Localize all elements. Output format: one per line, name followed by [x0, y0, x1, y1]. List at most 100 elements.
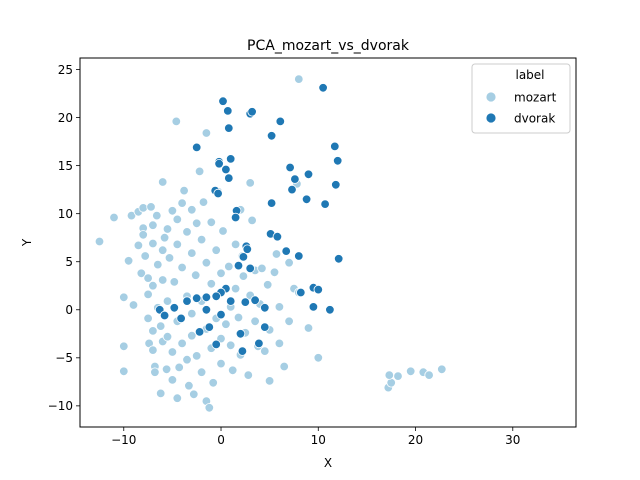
- point-dvorak-31: [294, 251, 304, 261]
- point-dvorak-34: [242, 244, 253, 254]
- point-mozart-34: [157, 275, 168, 285]
- point-dvorak-55: [260, 303, 270, 313]
- point-dvorak-4: [247, 107, 257, 117]
- point-mozart-22: [148, 281, 158, 291]
- point-dvorak-30: [281, 246, 291, 256]
- y-tick-label: 20: [58, 111, 73, 125]
- point-dvorak-20: [221, 164, 231, 175]
- point-mozart-43: [167, 347, 178, 357]
- point-mozart-10: [136, 268, 147, 279]
- point-mozart-24: [148, 345, 158, 355]
- point-mozart-72: [198, 197, 209, 207]
- point-dvorak-12: [303, 169, 314, 180]
- point-mozart-62: [187, 308, 197, 319]
- point-dvorak-32: [334, 254, 344, 264]
- point-dvorak-5: [266, 131, 277, 141]
- point-dvorak-57: [254, 338, 264, 349]
- point-mozart-71: [196, 367, 207, 377]
- point-mozart-2: [119, 292, 129, 303]
- point-mozart-31: [155, 388, 166, 399]
- point-mozart-105: [247, 215, 257, 226]
- x-axis-label: X: [324, 456, 332, 470]
- point-mozart-81: [208, 378, 218, 388]
- point-dvorak-29: [272, 231, 283, 242]
- point-mozart-40: [162, 332, 173, 342]
- x-tick-label: 10: [311, 433, 326, 447]
- point-mozart-37: [161, 364, 172, 375]
- legend-marker-mozart: [485, 91, 497, 103]
- point-dvorak-1: [223, 106, 233, 116]
- point-mozart-121: [284, 316, 294, 327]
- point-mozart-120: [284, 258, 294, 268]
- y-axis: −10 −5 0 5 10 15 20 25: [48, 63, 80, 413]
- point-dvorak-59: [211, 339, 221, 350]
- point-mozart-19: [146, 202, 156, 212]
- y-tick-label: 5: [65, 255, 73, 269]
- point-dvorak-37: [245, 263, 255, 274]
- point-mozart-68: [194, 166, 205, 177]
- point-dvorak-46: [250, 295, 260, 305]
- point-mozart-130: [384, 370, 395, 380]
- point-dvorak-64: [325, 305, 335, 315]
- point-mozart-118: [274, 338, 285, 349]
- point-mozart-82: [211, 245, 221, 255]
- point-mozart-30: [155, 321, 166, 331]
- point-dvorak-14: [290, 174, 300, 184]
- point-dvorak-58: [237, 346, 248, 356]
- plot-area-frame: [79, 57, 577, 428]
- point-mozart-13: [138, 230, 148, 240]
- point-mozart-0: [94, 236, 105, 247]
- legend-label-dvorak: dvorak: [514, 112, 555, 126]
- point-mozart-4: [119, 366, 129, 377]
- point-mozart-78: [206, 217, 217, 228]
- point-mozart-124: [294, 74, 304, 84]
- point-dvorak-48: [159, 310, 170, 321]
- point-dvorak-53: [194, 327, 205, 337]
- point-mozart-27: [152, 210, 162, 221]
- point-mozart-129: [386, 378, 396, 388]
- point-mozart-92: [225, 340, 236, 351]
- point-mozart-21: [148, 238, 158, 249]
- y-tick-label: 15: [58, 159, 73, 173]
- point-dvorak-51: [216, 309, 226, 320]
- point-mozart-32: [157, 177, 168, 187]
- point-mozart-52: [177, 198, 187, 208]
- point-mozart-110: [257, 263, 267, 274]
- points-layer: [94, 74, 447, 413]
- x-tick-label: 0: [217, 433, 225, 447]
- y-axis-label: Y: [20, 238, 34, 247]
- point-dvorak-42: [191, 293, 202, 303]
- point-dvorak-52: [204, 322, 215, 332]
- point-dvorak-45: [240, 297, 251, 307]
- point-mozart-5: [123, 256, 134, 266]
- point-mozart-103: [245, 178, 255, 188]
- legend-label-mozart: mozart: [514, 91, 557, 105]
- point-dvorak-7: [318, 83, 328, 93]
- point-dvorak-43: [182, 296, 192, 306]
- point-mozart-96: [233, 312, 244, 323]
- point-mozart-44: [167, 375, 178, 385]
- point-dvorak-36: [233, 260, 244, 271]
- point-mozart-119: [279, 361, 289, 372]
- point-mozart-45: [169, 277, 180, 287]
- point-mozart-23: [148, 326, 158, 336]
- point-dvorak-6: [275, 116, 286, 127]
- x-tick-label: −10: [111, 433, 136, 447]
- point-dvorak-60: [296, 287, 306, 298]
- point-mozart-61: [187, 248, 197, 258]
- point-mozart-39: [162, 296, 173, 306]
- point-mozart-1: [109, 212, 119, 223]
- point-mozart-102: [243, 370, 254, 380]
- point-mozart-58: [182, 355, 192, 365]
- point-mozart-55: [179, 185, 189, 196]
- point-mozart-60: [187, 205, 197, 215]
- point-dvorak-19: [214, 158, 224, 169]
- point-dvorak-49: [169, 303, 180, 313]
- point-mozart-131: [393, 371, 403, 381]
- point-mozart-89: [221, 319, 231, 329]
- point-mozart-93: [227, 365, 238, 376]
- chart-title: PCA_mozart_vs_dvorak: [247, 38, 410, 54]
- legend-marker-dvorak: [485, 112, 497, 124]
- point-mozart-64: [189, 389, 199, 400]
